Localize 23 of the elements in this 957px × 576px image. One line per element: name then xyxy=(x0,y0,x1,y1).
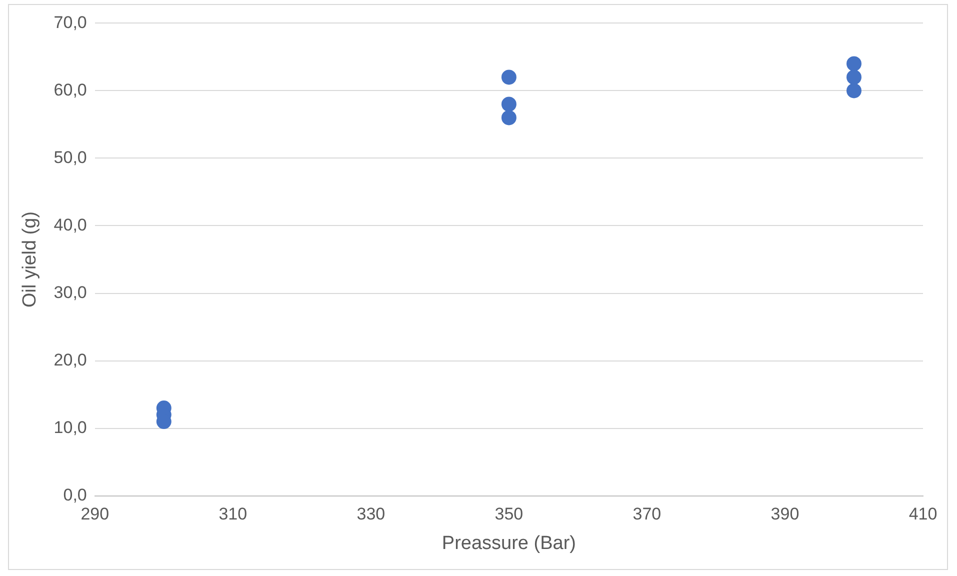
x-tick-label: 390 xyxy=(770,504,800,524)
point xyxy=(501,96,516,112)
y-tick-label: 20,0 xyxy=(54,350,87,370)
point xyxy=(846,56,862,72)
y-tick-label: 60,0 xyxy=(54,80,87,100)
y-tick-label: 40,0 xyxy=(54,215,87,234)
y-tick-label: 50,0 xyxy=(54,148,87,167)
x-tick-label: 410 xyxy=(908,504,938,524)
y-tick-label: 10,0 xyxy=(54,418,87,437)
y-axis-title: Oil yield (g) xyxy=(20,211,41,308)
x-tick-label: 330 xyxy=(356,504,386,524)
point xyxy=(501,70,516,85)
x-tick-label: 290 xyxy=(80,504,110,524)
x-tick-label: 310 xyxy=(218,504,248,524)
y-tick-label: 0,0 xyxy=(63,485,87,504)
x-tick-label: 350 xyxy=(494,504,524,524)
x-axis-title: Preassure (Bar) xyxy=(442,532,576,554)
y-tick-label: 30,0 xyxy=(54,282,87,302)
x-tick-label: 370 xyxy=(632,504,662,524)
point xyxy=(501,110,516,126)
point xyxy=(846,83,862,98)
y-tick-label: 70,0 xyxy=(54,12,87,32)
point xyxy=(846,70,862,85)
